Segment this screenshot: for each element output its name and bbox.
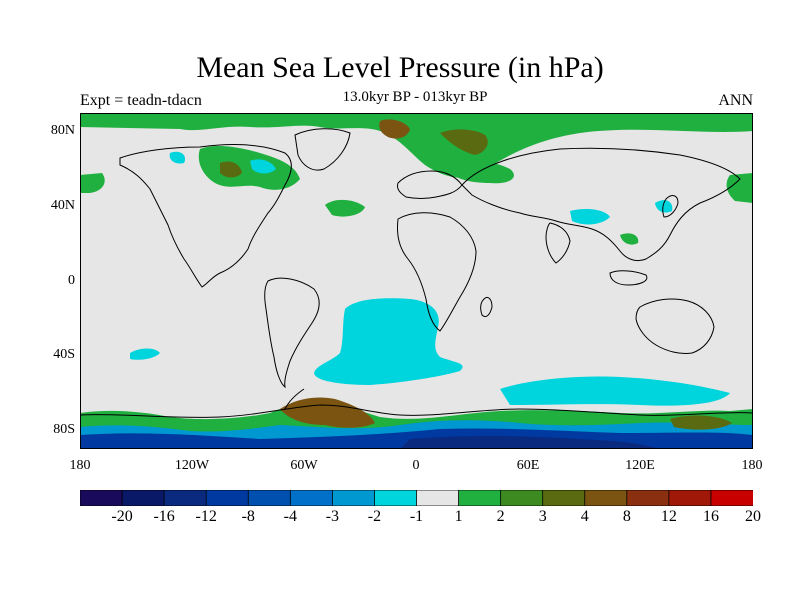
coastline-africa (397, 212, 477, 332)
colorbar-swatch-14 (668, 490, 712, 506)
coastline-madagascar (480, 296, 493, 318)
colorbar-label-13: 12 (660, 508, 677, 525)
colorbar-label-5: -3 (325, 508, 340, 525)
coastline-greenland (294, 128, 351, 171)
colorbar-label-4: -4 (283, 508, 297, 525)
anomaly-region-canada-brown (220, 161, 242, 178)
latitude-label-equator: 0 (68, 273, 75, 288)
latitude-label-40s: 40S (53, 347, 75, 362)
colorbar-swatch-13 (626, 490, 670, 506)
colorbar-swatch-15 (710, 490, 753, 506)
longitude-label-0: 0 (412, 458, 420, 473)
colorbar-label-3: -8 (241, 508, 255, 525)
colorbar-label-1: -16 (153, 508, 175, 525)
colorbar-swatch-0 (80, 490, 123, 506)
latitude-label-80s: 80S (53, 422, 75, 437)
coastline-antarctica (80, 404, 753, 418)
pressure-map (80, 113, 753, 449)
anomaly-region-japan-cyan (655, 200, 673, 213)
colorbar-label-9: 2 (496, 508, 505, 525)
colorbar-label-10: 3 (538, 508, 547, 525)
colorbar-label-7: -1 (409, 508, 424, 525)
anomaly-region-antarctic-peninsula-brown (280, 397, 375, 428)
anomaly-region-greenland-brown (379, 119, 410, 139)
anomaly-region-west-edge-green (80, 173, 105, 193)
colorbar-swatch-10 (500, 490, 544, 506)
longitude-label-120w: 120W (174, 458, 210, 473)
plot-title: Mean Sea Level Pressure (in hPa) (196, 51, 604, 84)
colorbar-swatch-4 (247, 490, 292, 506)
colorbar (80, 490, 753, 506)
longitude-label-60e: 60E (516, 458, 540, 473)
anomaly-region-south-atlantic (314, 298, 463, 385)
latitude-label-80n: 80N (50, 123, 75, 138)
colorbar-swatch-11 (542, 490, 586, 506)
season-label: ANN (718, 92, 753, 109)
colorbar-label-8: 1 (454, 508, 463, 525)
colorbar-swatch-3 (205, 490, 250, 506)
anomaly-region-southern-ocean-cyan (500, 376, 730, 406)
colorbar-swatch-9 (458, 490, 502, 506)
anomaly-region-antarctic-brown-east (670, 415, 732, 430)
colorbar-label-12: 8 (622, 508, 631, 525)
anomaly-region-alaska-cyan (169, 151, 186, 164)
longitude-label-60w: 60W (290, 458, 318, 473)
coastline-asia (461, 147, 741, 262)
colorbar-label-6: -2 (367, 508, 382, 525)
coastline-north-america (119, 144, 292, 288)
colorbar-swatch-7 (374, 490, 418, 506)
anomaly-region-atlantic-green (325, 199, 365, 217)
colorbar-swatch-1 (121, 490, 166, 506)
anomaly-region-hudson-cyan (250, 159, 276, 174)
longitude-label-120e: 120E (625, 458, 655, 473)
anomaly-region-china-green (620, 233, 639, 245)
colorbar-label-14: 16 (702, 508, 719, 525)
anomaly-region-europe-green (440, 159, 514, 184)
anomaly-region-siberia-brown (440, 129, 488, 155)
anomaly-region-arctic (80, 113, 753, 178)
colorbar-label-15: 20 (745, 508, 761, 525)
colorbar-label-11: 4 (580, 508, 589, 525)
experiment-label: Expt = teadn-tdacn (80, 92, 202, 109)
plot-subtitle: 13.0kyr BP - 013kyr BP (342, 89, 488, 105)
anomaly-region-south-pacific-cyan (130, 348, 160, 360)
colorbar-swatch-8 (416, 490, 460, 506)
colorbar-label-2: -12 (195, 508, 217, 525)
anomaly-region-pacific-cyan (570, 209, 610, 225)
map-frame (80, 113, 753, 449)
colorbar-swatch-5 (289, 490, 334, 506)
coastlines (80, 128, 753, 418)
coastline-europe (397, 170, 463, 199)
coastline-antarctic-peninsula (284, 388, 305, 410)
coastline-south-america (264, 277, 320, 389)
anomaly-region-east-edge-green (726, 173, 753, 203)
anomaly-region-canada (198, 146, 300, 190)
longitude-label-180-west: 180 (69, 458, 91, 473)
coastline-india (545, 222, 571, 264)
colorbar-label-0: -20 (111, 508, 133, 525)
longitude-label-180-east: 180 (741, 458, 763, 473)
colorbar-swatch-12 (584, 490, 628, 506)
latitude-label-40n: 40N (50, 198, 75, 213)
colorbar-swatch-6 (331, 490, 376, 506)
coastline-indonesia (609, 270, 648, 286)
colorbar-swatch-2 (163, 490, 208, 506)
anomaly-region-antarctic-deep-blue (400, 436, 660, 449)
coastline-australia (635, 298, 715, 354)
coastline-japan (662, 195, 679, 218)
